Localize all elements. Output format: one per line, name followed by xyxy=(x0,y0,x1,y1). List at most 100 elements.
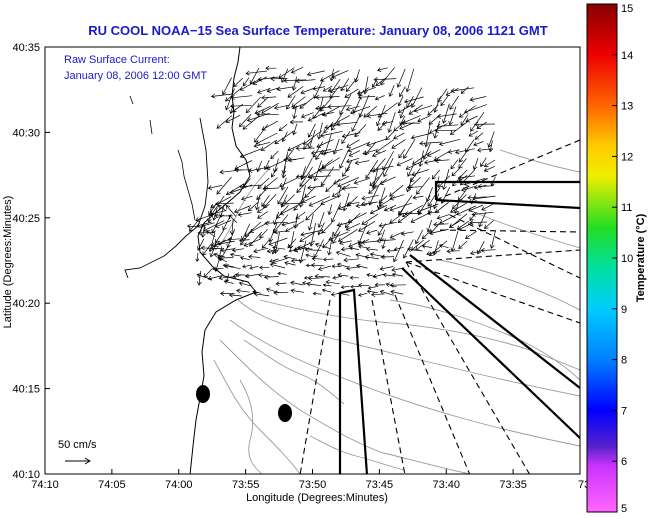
current-vector xyxy=(308,196,331,207)
current-vector xyxy=(393,132,405,140)
current-vector xyxy=(238,281,252,287)
current-vector xyxy=(210,245,225,251)
colorbar-tick-label: 5 xyxy=(621,503,627,515)
x-tick-label: 73:35 xyxy=(499,479,527,491)
current-vector xyxy=(214,213,232,219)
current-vector xyxy=(418,150,424,168)
current-vector xyxy=(314,273,331,279)
current-vector xyxy=(480,157,487,168)
current-vector xyxy=(287,86,304,98)
current-vector xyxy=(465,231,477,239)
current-vector xyxy=(416,177,430,195)
current-vector xyxy=(225,114,241,124)
current-vector xyxy=(358,244,368,249)
current-vector xyxy=(382,272,394,278)
current-vector xyxy=(261,239,270,249)
current-vector xyxy=(406,184,423,190)
current-vector xyxy=(366,289,378,294)
colorbar-label: Temperature (°C) xyxy=(635,213,647,302)
current-vector xyxy=(366,113,388,119)
current-vector xyxy=(188,217,201,232)
current-vector xyxy=(337,177,360,188)
current-vector xyxy=(417,115,431,123)
current-vector xyxy=(313,160,322,182)
current-vector xyxy=(225,273,230,283)
current-vector xyxy=(476,147,493,153)
current-vector xyxy=(393,240,404,263)
current-vector xyxy=(397,96,404,107)
current-vector xyxy=(336,262,349,268)
current-vector xyxy=(410,168,421,183)
current-vector xyxy=(186,223,202,229)
current-vector xyxy=(428,240,448,257)
current-vector xyxy=(438,138,460,147)
current-vector xyxy=(257,211,268,219)
current-vector xyxy=(414,229,424,245)
current-vector xyxy=(272,257,288,265)
current-vector xyxy=(236,288,250,294)
current-vector xyxy=(311,256,323,261)
current-vector xyxy=(305,253,316,258)
current-vector xyxy=(358,292,368,297)
annotation-line2: January 08, 2006 12:00 GMT xyxy=(64,70,207,82)
current-vector xyxy=(274,130,295,145)
current-vector xyxy=(249,265,259,270)
current-vector xyxy=(454,148,475,155)
current-vector xyxy=(374,95,385,101)
current-vector xyxy=(268,237,288,246)
current-vector xyxy=(336,186,342,199)
current-vector xyxy=(366,229,378,235)
current-vector xyxy=(265,159,287,170)
current-vector xyxy=(319,130,343,138)
current-vector xyxy=(329,69,335,82)
current-vector xyxy=(363,105,378,118)
current-vector xyxy=(474,121,495,127)
current-vector xyxy=(427,104,439,116)
current-vector xyxy=(340,285,350,289)
current-vector xyxy=(271,241,277,255)
current-vector xyxy=(380,254,395,260)
current-vector xyxy=(293,196,305,211)
current-vector xyxy=(427,187,441,207)
current-vector xyxy=(299,96,316,109)
y-tick-label: 40:20 xyxy=(12,298,40,310)
current-vector xyxy=(458,151,467,163)
current-vector xyxy=(389,212,404,224)
current-vector xyxy=(231,247,245,253)
current-vector xyxy=(350,284,360,289)
current-vector xyxy=(295,78,316,84)
current-vector xyxy=(302,130,322,145)
current-vector xyxy=(316,139,334,148)
current-vector xyxy=(369,165,394,173)
current-vector xyxy=(468,130,479,137)
current-vector xyxy=(245,96,261,114)
current-vector xyxy=(473,141,484,147)
current-vector xyxy=(381,120,394,126)
current-vector xyxy=(287,142,305,152)
current-vector xyxy=(411,151,432,165)
current-vector xyxy=(377,223,386,236)
current-vector xyxy=(449,213,468,229)
current-vector xyxy=(433,150,450,161)
current-vector xyxy=(326,231,334,256)
current-vector xyxy=(314,242,331,250)
current-vector xyxy=(483,165,495,172)
current-vector xyxy=(214,220,232,228)
current-vector xyxy=(393,246,404,252)
current-vector xyxy=(290,66,304,74)
current-vector xyxy=(449,121,469,135)
current-vector xyxy=(240,256,250,261)
current-vector xyxy=(276,86,295,92)
current-vector xyxy=(349,275,359,280)
current-vector xyxy=(449,95,459,110)
current-vector xyxy=(238,114,252,128)
current-vector xyxy=(385,131,395,141)
current-vector xyxy=(249,67,260,85)
current-vector xyxy=(203,267,213,278)
current-vector xyxy=(315,94,340,100)
current-vector xyxy=(299,166,313,188)
current-vector xyxy=(373,77,397,83)
colorbar-tick-label: 6 xyxy=(621,456,627,468)
y-axis: 40:10 40:15 40:20 40:25 40:30 40:35 xyxy=(12,42,50,481)
current-vector xyxy=(229,252,242,258)
